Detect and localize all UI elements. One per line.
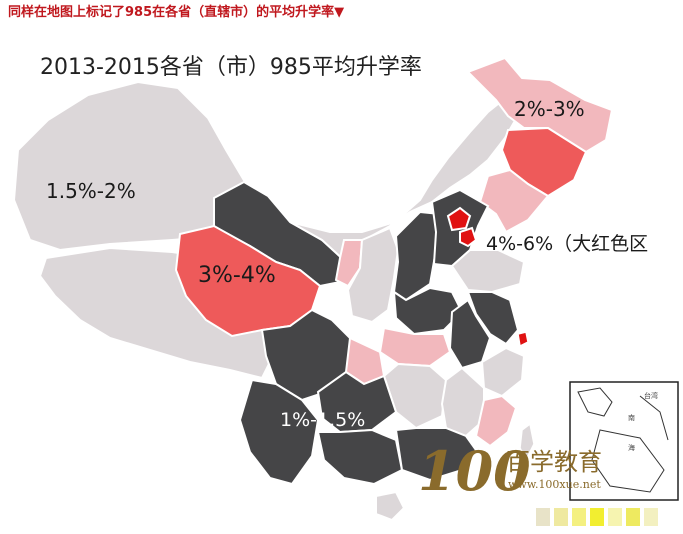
header-caption: 同样在地图上标记了985在各省（直辖市）的平均升学率▼ bbox=[8, 5, 345, 20]
region-hunan bbox=[382, 362, 448, 430]
watermark-logo: 100 百学教育 www.100xue.net bbox=[418, 439, 602, 503]
region-guangxi bbox=[316, 428, 404, 486]
region-hubei bbox=[378, 326, 452, 368]
region-guangdong bbox=[394, 427, 478, 482]
region-beijing bbox=[446, 206, 472, 232]
region-yunnan bbox=[238, 378, 320, 486]
region-xinjiang bbox=[12, 80, 247, 252]
region-zhejiang bbox=[480, 346, 526, 398]
china-map: 南 海 台湾 2013-2015各省（市）985平均升学率 1.5%-2% 3%… bbox=[12, 55, 679, 526]
region-heilongjiang bbox=[466, 56, 614, 154]
logo-url: www.100xue.net bbox=[508, 478, 601, 491]
region-tianjin bbox=[459, 226, 478, 248]
south-china-sea-inset: 南 海 台湾 bbox=[569, 381, 679, 501]
region-shandong bbox=[450, 249, 526, 294]
inset-label-hai: 海 bbox=[628, 443, 635, 452]
label-beijing-tianjin: 4%-6%（大红色区 bbox=[486, 233, 648, 255]
map-title: 2013-2015各省（市）985平均升学率 bbox=[40, 55, 422, 80]
logo-number: 100 bbox=[418, 439, 531, 503]
pixel-strip bbox=[536, 508, 658, 526]
region-anhui bbox=[448, 298, 492, 370]
region-shaanxi bbox=[346, 226, 400, 324]
region-shanxi bbox=[392, 210, 442, 302]
region-hainan bbox=[375, 490, 406, 522]
region-jiangsu bbox=[466, 291, 520, 346]
label-northeast: 2%-3% bbox=[514, 97, 585, 121]
inset-label-n: 南 bbox=[628, 413, 635, 422]
region-jiangxi bbox=[440, 366, 485, 438]
region-taiwan bbox=[519, 422, 535, 462]
label-southwest: 1%-1.5% bbox=[280, 409, 365, 431]
logo-chinese: 百学教育 bbox=[506, 448, 602, 476]
region-guizhou bbox=[316, 370, 398, 434]
label-qinghai: 3%-4% bbox=[198, 263, 276, 288]
region-fujian bbox=[474, 394, 518, 448]
inset-label-tw: 台湾 bbox=[644, 391, 658, 400]
label-west: 1.5%-2% bbox=[46, 179, 136, 203]
region-shanghai bbox=[517, 331, 529, 348]
